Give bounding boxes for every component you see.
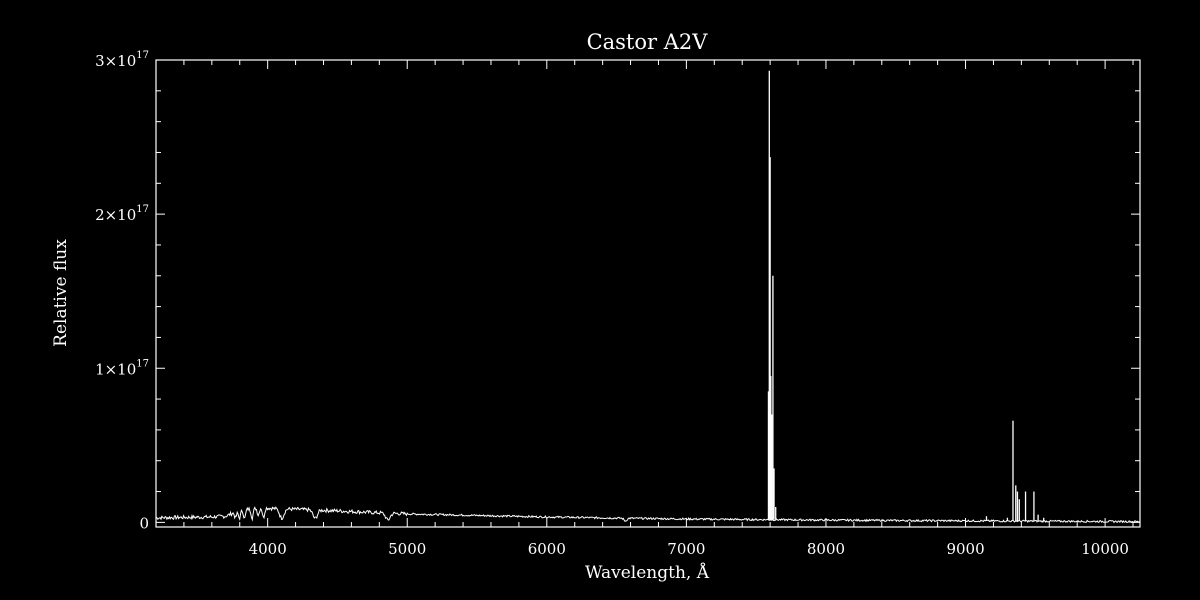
flux-continuum-line: [155, 506, 1141, 524]
chart-title: Castor A2V: [587, 30, 709, 54]
x-tick-label: 7000: [667, 540, 705, 558]
x-tick-label: 5000: [388, 540, 426, 558]
y-tick-label: 3×1017: [95, 50, 149, 70]
x-axis-ticks: 4000 5000 6000 7000 8000 9000 10000: [155, 60, 1134, 558]
series-group: [155, 70, 1141, 524]
plot-frame: [155, 59, 1141, 528]
x-tick-label: 10000: [1081, 540, 1129, 558]
x-tick-label: 9000: [946, 540, 984, 558]
y-tick-label: 0: [139, 514, 149, 532]
x-tick-label: 8000: [807, 540, 845, 558]
x-tick-label: 4000: [249, 540, 287, 558]
plot-border: [155, 59, 1141, 528]
y-axis-label: Relative flux: [51, 239, 71, 347]
y-tick-label: 1×1017: [95, 358, 149, 378]
y-tick-label: 2×1017: [95, 204, 149, 224]
x-axis-label: Wavelength, Å: [585, 562, 710, 583]
y-axis-ticks: 0 1×1017 2×1017 3×1017: [95, 50, 1140, 532]
x-tick-label: 6000: [528, 540, 566, 558]
